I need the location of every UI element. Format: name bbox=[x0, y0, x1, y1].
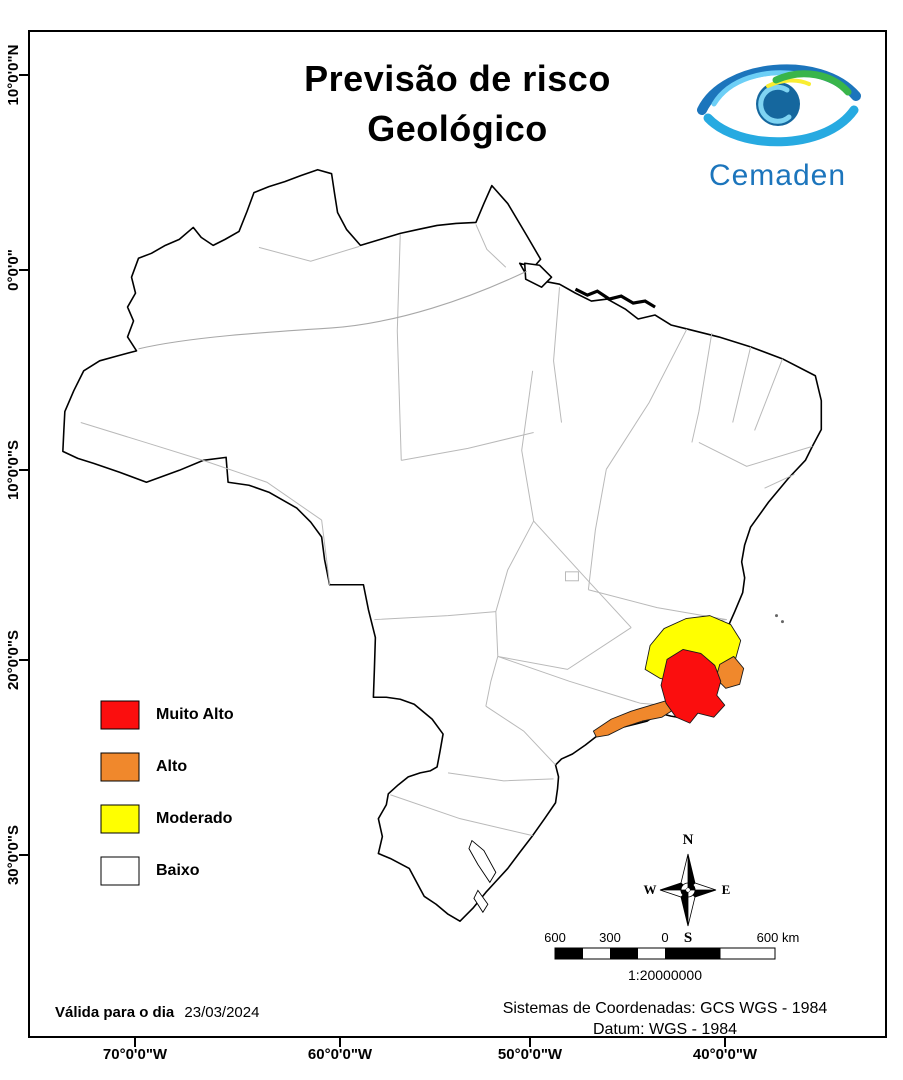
coastal-islets bbox=[775, 614, 784, 624]
cemaden-eye-icon bbox=[697, 64, 861, 147]
x-axis-label: 60°0'0"W bbox=[307, 1046, 373, 1063]
legend-label: Muito Alto bbox=[156, 706, 234, 723]
cemaden-logo: Cemaden bbox=[680, 46, 875, 206]
legend-swatch-muito-alto bbox=[100, 700, 140, 730]
brazil-outline bbox=[62, 168, 823, 922]
scale-bar: 600 300 0 600 km 1:20000000 bbox=[545, 930, 800, 983]
state-boundaries bbox=[80, 224, 813, 837]
lagoa-dos-patos bbox=[468, 839, 497, 884]
validity-date: 23/03/2024 bbox=[184, 1004, 260, 1021]
svg-text:600 km: 600 km bbox=[757, 930, 800, 945]
legend-item-alto: Alto bbox=[100, 752, 234, 782]
legend-swatch-moderado bbox=[100, 804, 140, 834]
svg-text:1:20000000: 1:20000000 bbox=[628, 967, 702, 983]
legend-item-moderado: Moderado bbox=[100, 804, 234, 834]
legend-item-baixo: Baixo bbox=[100, 856, 234, 886]
lagoa-mirim bbox=[473, 889, 489, 914]
brazil-map bbox=[62, 168, 823, 922]
compass-rose-icon: N S W E bbox=[644, 832, 731, 946]
validity-label: Válida para o dia bbox=[55, 1004, 175, 1021]
cemaden-wordmark: Cemaden bbox=[708, 159, 847, 192]
legend-swatch-baixo bbox=[100, 856, 140, 886]
north-coast-emphasis bbox=[574, 287, 656, 309]
risk-region-alto-litoral bbox=[592, 699, 677, 738]
x-axis-label: 70°0'0"W bbox=[102, 1046, 168, 1063]
legend-label: Alto bbox=[156, 758, 188, 775]
x-axis-label: 40°0'0"W bbox=[692, 1046, 758, 1063]
axis-tick bbox=[19, 854, 29, 856]
map-frame: Previsão de risco Geológico Cemaden bbox=[28, 30, 887, 1038]
axis-tick bbox=[134, 1037, 136, 1047]
x-axis-label: 50°0'0"W bbox=[497, 1046, 563, 1063]
axis-tick bbox=[339, 1037, 341, 1047]
page-title: Previsão de risco Geológico bbox=[30, 54, 885, 153]
coord-system-line: Sistemas de Coordenadas: GCS WGS - 1984 bbox=[502, 1000, 828, 1017]
legend-item-muito-alto: Muito Alto bbox=[100, 700, 234, 730]
svg-text:W: W bbox=[644, 882, 657, 897]
risk-region-muito-alto bbox=[660, 649, 726, 724]
legend-label: Moderado bbox=[156, 810, 233, 827]
svg-text:S: S bbox=[684, 930, 692, 946]
axis-tick bbox=[724, 1037, 726, 1047]
axis-tick bbox=[19, 74, 29, 76]
risk-legend: Muito Alto Alto Moderado Baixo bbox=[100, 700, 234, 908]
svg-text:E: E bbox=[722, 882, 731, 897]
axis-tick bbox=[529, 1037, 531, 1047]
amazon-river bbox=[138, 270, 527, 350]
coordinate-system-note: Sistemas de Coordenadas: GCS WGS - 1984 … bbox=[450, 998, 880, 1040]
axis-tick bbox=[19, 269, 29, 271]
marajo-island bbox=[523, 262, 553, 288]
axis-tick bbox=[19, 469, 29, 471]
datum-line: Datum: WGS - 1984 bbox=[592, 1021, 738, 1038]
title-line-1: Previsão de risco bbox=[304, 58, 611, 99]
svg-text:300: 300 bbox=[599, 930, 621, 945]
validity-note: Válida para o dia 23/03/2024 bbox=[55, 1004, 259, 1021]
svg-text:0: 0 bbox=[661, 930, 668, 945]
legend-label: Baixo bbox=[156, 862, 200, 879]
svg-text:N: N bbox=[683, 832, 694, 848]
axis-tick bbox=[19, 659, 29, 661]
title-line-2: Geológico bbox=[367, 107, 548, 149]
legend-swatch-alto bbox=[100, 752, 140, 782]
svg-text:600: 600 bbox=[545, 930, 566, 945]
